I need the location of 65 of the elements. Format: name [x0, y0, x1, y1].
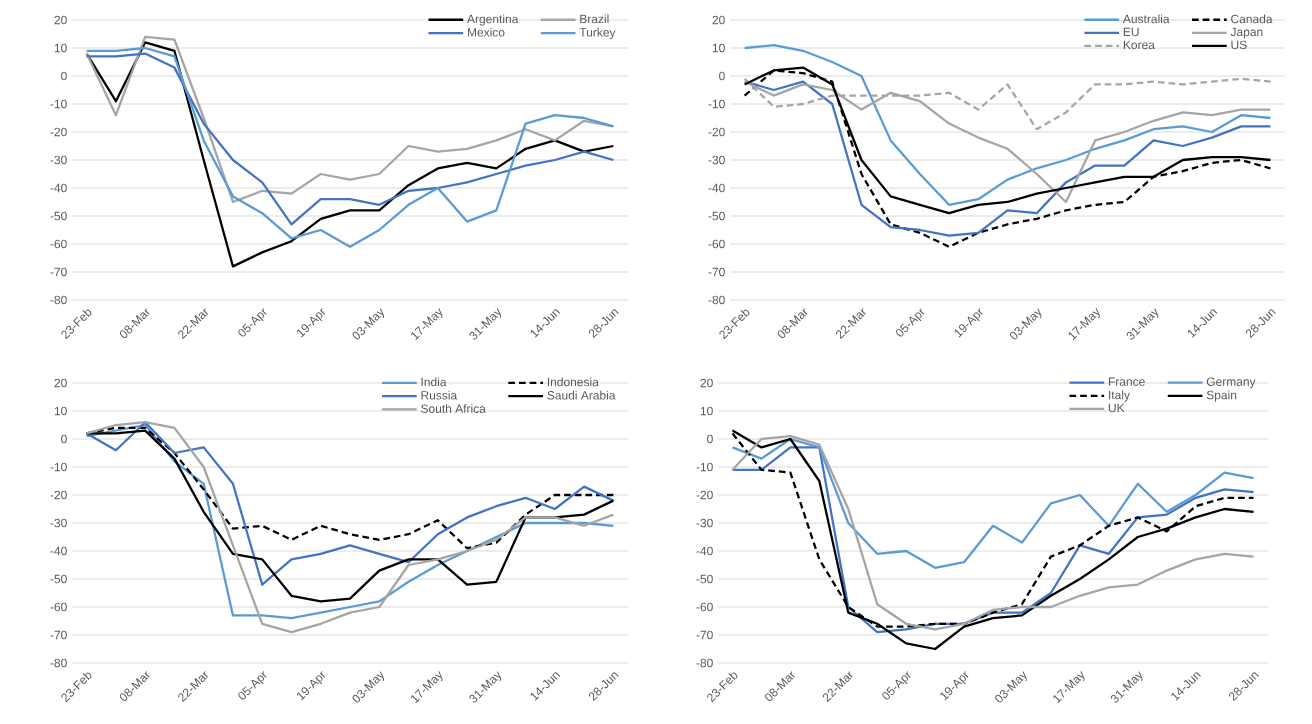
- y-tick-label: -10: [696, 462, 713, 472]
- y-tick-label: 0: [719, 71, 725, 81]
- y-tick-label: -20: [708, 127, 725, 137]
- y-tick-label: -40: [50, 183, 67, 193]
- y-tick-label: 10: [54, 43, 67, 53]
- y-tick-label: -50: [696, 574, 713, 584]
- y-tick-label: -30: [708, 155, 725, 165]
- y-tick-label: -10: [708, 99, 725, 109]
- y-tick-label: 20: [54, 15, 67, 25]
- line-series: [731, 437, 1255, 569]
- y-tick-label: -10: [50, 99, 67, 109]
- y-tick-label: 20: [712, 15, 725, 25]
- legend-label: Italy: [1109, 390, 1130, 402]
- y-tick-label: -70: [50, 267, 67, 277]
- y-tick-label: -50: [50, 574, 67, 584]
- y-tick-label: -50: [708, 211, 725, 221]
- y-tick-label: 10: [700, 406, 713, 416]
- legend-label: Russia: [421, 390, 458, 400]
- y-tick-label: 0: [61, 434, 67, 444]
- y-tick-label: 0: [61, 71, 67, 81]
- legend-label: Indonesia: [547, 377, 599, 387]
- legend-label: Japan: [1230, 27, 1263, 39]
- y-tick-label: -40: [708, 183, 725, 193]
- y-tick-label: -60: [708, 239, 725, 249]
- legend-label: Mexico: [467, 27, 505, 37]
- y-tick-label: -60: [50, 602, 67, 612]
- y-tick-label: 0: [707, 434, 713, 444]
- y-tick-label: -60: [50, 239, 67, 249]
- legend-label: France: [1108, 377, 1145, 386]
- y-tick-label: -30: [696, 518, 713, 528]
- y-tick-label: -30: [50, 518, 67, 528]
- y-tick-label: -20: [696, 490, 713, 500]
- y-tick-label: 10: [712, 43, 725, 53]
- legend-label: India: [421, 377, 447, 387]
- y-tick-label: -40: [50, 546, 67, 556]
- y-tick-label: -60: [696, 602, 713, 612]
- legend-label: Argentina: [467, 14, 519, 26]
- legend-label: Canada: [1231, 14, 1273, 24]
- y-tick-label: -80: [696, 658, 713, 668]
- y-tick-label: -40: [696, 546, 713, 556]
- y-tick-label: -20: [50, 127, 67, 137]
- legend-label: Australia: [1122, 14, 1170, 24]
- legend-label: Brazil: [580, 14, 609, 24]
- legend-label: Saudi Arabia: [547, 390, 616, 400]
- legend-label: South Africa: [421, 404, 486, 413]
- legend-label: Germany: [1206, 377, 1256, 389]
- y-tick-label: -10: [50, 462, 67, 472]
- legend-label: US: [1231, 40, 1247, 50]
- y-tick-label: 20: [700, 378, 713, 388]
- y-tick-label: -80: [50, 295, 67, 305]
- y-tick-label: -80: [50, 658, 67, 668]
- y-tick-label: -30: [50, 155, 67, 165]
- y-tick-label: -80: [708, 295, 725, 305]
- y-tick-label: -50: [50, 211, 67, 221]
- legend-label: Spain: [1206, 390, 1237, 402]
- legend-label: Korea: [1123, 40, 1155, 50]
- y-tick-label: -70: [708, 267, 725, 277]
- legend-label: Turkey: [579, 27, 616, 39]
- legend-label: EU: [1123, 27, 1139, 37]
- y-tick-label: -20: [50, 490, 67, 500]
- y-tick-label: -70: [696, 630, 713, 640]
- y-tick-label: 20: [54, 378, 67, 388]
- legend-label: UK: [1108, 403, 1125, 413]
- y-tick-label: 10: [54, 406, 67, 416]
- y-tick-label: -70: [50, 630, 67, 640]
